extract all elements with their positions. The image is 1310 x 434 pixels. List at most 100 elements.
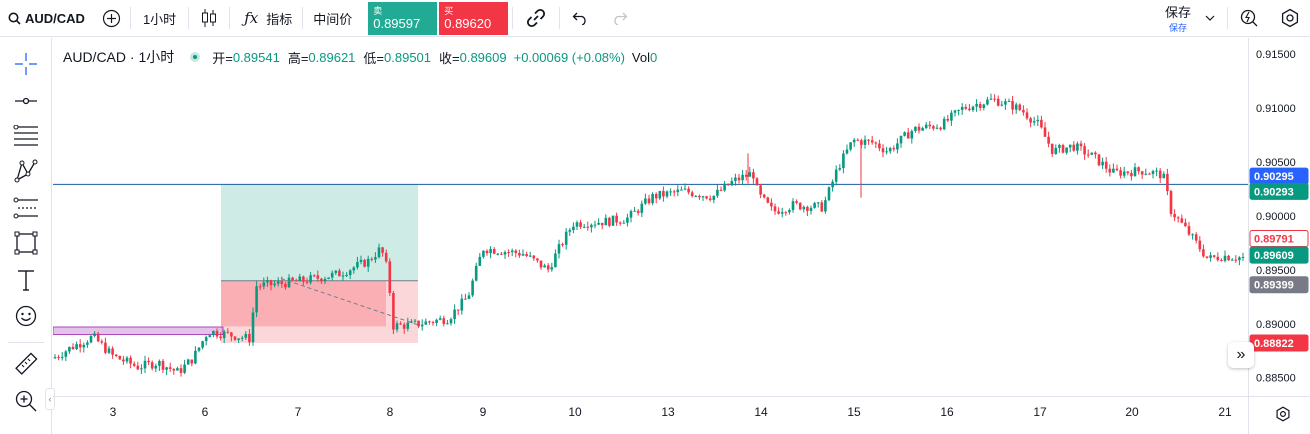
plus-circle-icon [102, 9, 121, 27]
time-tick-label: 6 [202, 405, 209, 419]
candle-body [1230, 259, 1234, 261]
scroll-to-realtime-button[interactable]: » [1228, 342, 1254, 368]
quick-search-button[interactable] [1228, 0, 1270, 37]
candle-body [755, 178, 759, 186]
candle-body [1083, 146, 1086, 155]
candle-body [759, 185, 762, 195]
candle-body [503, 252, 507, 255]
settings-button[interactable] [1270, 0, 1310, 37]
candle-body [1032, 121, 1036, 123]
sell-button[interactable]: 卖 0.89597 [368, 1, 438, 35]
candle-body [982, 104, 986, 108]
candle-body [183, 364, 186, 373]
candle-body [586, 226, 590, 228]
candle-body [521, 254, 525, 256]
separator [559, 7, 561, 29]
candle-body [723, 183, 726, 191]
candle-body [957, 109, 960, 111]
price-tick-label: 0.90500 [1256, 157, 1296, 169]
candle-body [777, 211, 780, 214]
candle-body [611, 215, 615, 226]
candle-body [71, 346, 75, 350]
candle-body [78, 344, 82, 348]
interval-button[interactable]: 1小时 [131, 0, 188, 37]
candles-icon [202, 9, 217, 27]
fib-tool[interactable] [12, 122, 40, 150]
crosshair-tool[interactable] [12, 50, 40, 78]
candle-body [406, 322, 410, 329]
candle-body [572, 226, 575, 231]
prediction-tool[interactable] [12, 194, 40, 222]
candle-body [885, 151, 888, 153]
candle-body [629, 211, 633, 218]
symbol-search-button[interactable]: AUD/CAD [0, 0, 93, 37]
candle-body [262, 282, 266, 287]
candle-body [784, 212, 788, 214]
candle-body [323, 278, 327, 282]
indicators-button[interactable]: ƒx 指标 [230, 0, 302, 37]
price-label: 0.89399 [1254, 280, 1294, 292]
candle-body [215, 330, 219, 337]
candle-body [892, 148, 896, 150]
candle-body [1014, 104, 1018, 110]
buy-button[interactable]: 买 0.89620 [439, 1, 509, 35]
save-button[interactable]: 保存 保存 [1159, 0, 1197, 37]
buy-label: 买 [444, 5, 454, 16]
candle-body [399, 323, 402, 325]
candle-body [467, 295, 471, 299]
save-dropdown-button[interactable] [1197, 0, 1227, 37]
text-tool[interactable] [12, 266, 40, 294]
separator [512, 7, 514, 29]
trend-line-tool[interactable] [12, 87, 40, 115]
candle-body [269, 280, 273, 286]
candle-body [1166, 173, 1169, 192]
candle-body [867, 139, 870, 141]
emoji-tool[interactable] [12, 302, 40, 330]
mid-price-button[interactable]: 中间价 [303, 0, 362, 37]
candle-body [903, 132, 906, 136]
candle-body [1097, 154, 1101, 166]
zoom-tool[interactable] [12, 387, 40, 415]
candle-body [989, 98, 993, 100]
measure-tool[interactable] [12, 350, 40, 378]
search-icon [8, 12, 21, 25]
candle-body [428, 321, 431, 323]
candle-body [147, 360, 150, 363]
save-label: 保存 [1164, 5, 1191, 20]
redo-button[interactable] [600, 0, 640, 37]
candle-body [694, 195, 698, 197]
compare-button[interactable] [93, 0, 130, 37]
candle-body [89, 336, 93, 343]
candle-body [464, 298, 467, 300]
candle-body [305, 281, 309, 283]
candle-body [338, 270, 341, 277]
chart-type-button[interactable] [189, 0, 229, 37]
candle-body [1205, 256, 1209, 258]
trade-path-line [280, 277, 419, 326]
candle-body [939, 127, 942, 130]
candle-body [726, 183, 730, 186]
shape-tool[interactable] [12, 229, 40, 257]
pattern-tool[interactable] [12, 157, 40, 185]
candle-body [96, 333, 100, 342]
candle-body [255, 286, 258, 313]
price-chart[interactable]: 0.91500 0.91000 0.90500 0.90000 0.89500 0.890… [53, 38, 1310, 434]
candle-body [730, 180, 734, 186]
toolbar-collapse-button[interactable]: ‹ [45, 388, 55, 410]
fib-lines-icon [13, 125, 38, 146]
axis-settings-button[interactable] [1271, 402, 1295, 426]
undo-button[interactable] [560, 0, 600, 37]
legend-open-label: 开= [212, 50, 233, 66]
candle-body [125, 357, 129, 362]
candle-body [388, 261, 392, 293]
candle-body [489, 248, 492, 254]
legend-low-value: 0.89501 [384, 49, 432, 65]
candle-body [1101, 161, 1104, 166]
chart-area[interactable]: 0.91500 0.91000 0.90500 0.90000 0.89500 0.890… [53, 38, 1310, 434]
candle-body [878, 143, 881, 149]
candle-body [485, 250, 489, 254]
link-button[interactable] [513, 0, 559, 37]
toolbar-divider [8, 342, 44, 343]
crosshair-icon [15, 53, 37, 75]
